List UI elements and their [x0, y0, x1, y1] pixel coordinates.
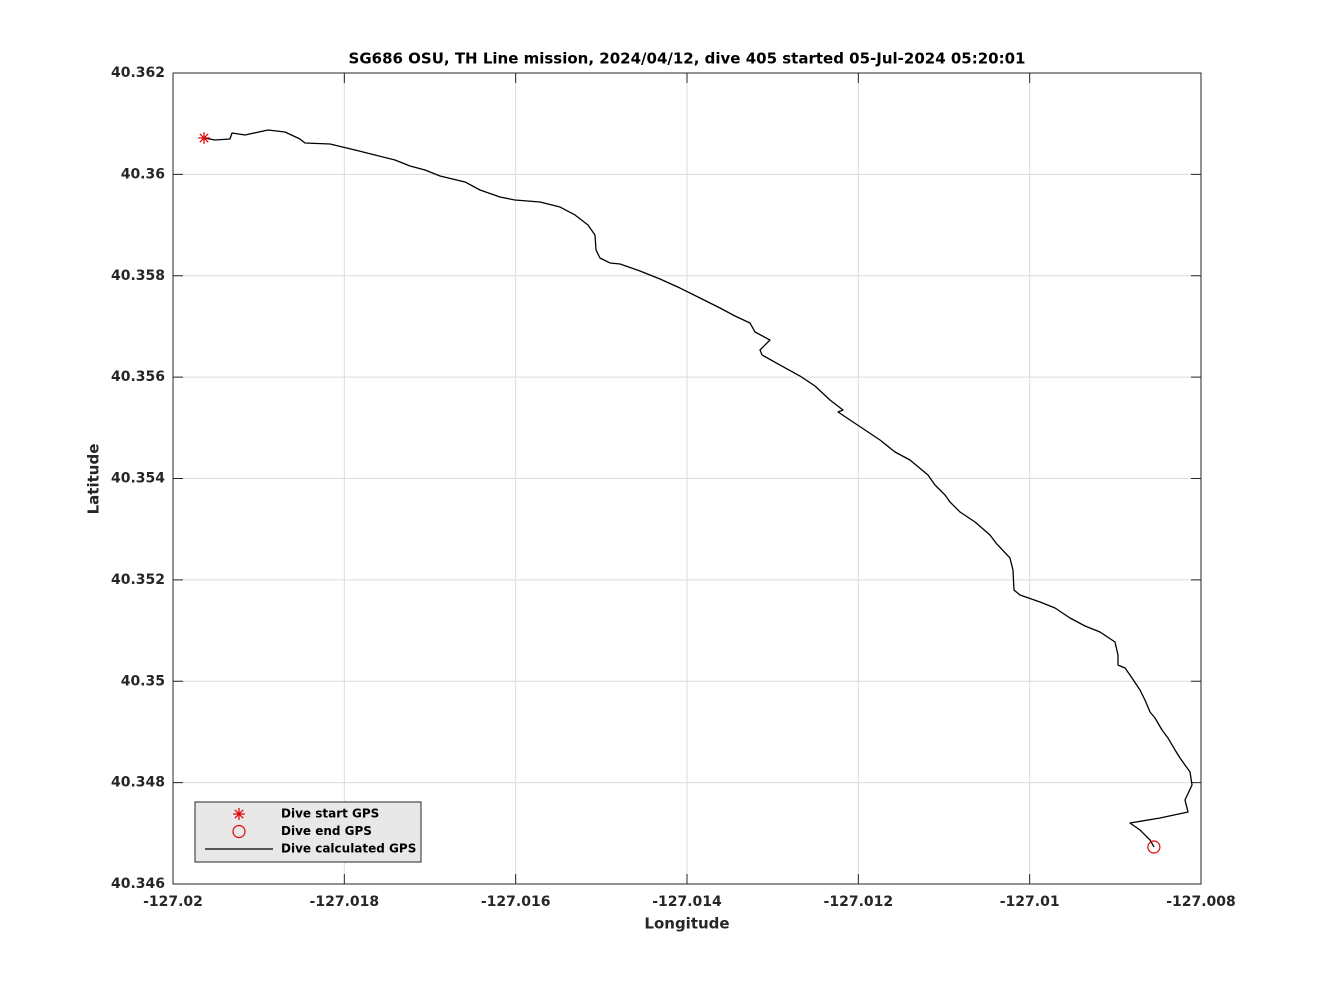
x-tick-label: -127.012: [824, 894, 894, 910]
x-axis-label: Longitude: [644, 915, 729, 933]
marker: [232, 824, 246, 839]
marker: [198, 131, 211, 144]
y-tick-label: 40.348: [111, 775, 165, 791]
legend-label: Dive end GPS: [281, 824, 372, 838]
plot-frame: [172, 72, 1202, 885]
y-axis-label: Latitude: [85, 444, 103, 515]
legend-label: Dive start GPS: [281, 807, 379, 821]
x-tick-label: -127.008: [1166, 894, 1236, 910]
x-tick-label: -127.01: [1000, 894, 1060, 910]
marker-stroke: [199, 133, 209, 143]
y-tick-label: 40.36: [121, 166, 165, 182]
y-tick-label: 40.352: [111, 572, 165, 588]
x-tick-label: -127.016: [481, 894, 551, 910]
x-tick-label: -127.02: [143, 894, 203, 910]
x-tick-label: -127.018: [310, 894, 380, 910]
y-tick-label: 40.354: [111, 471, 165, 487]
marker-stroke: [234, 809, 244, 819]
y-tick-label: 40.358: [111, 268, 165, 284]
marker: [233, 808, 245, 820]
y-tick-label: 40.346: [111, 876, 165, 892]
y-tick-label: 40.35: [121, 673, 165, 689]
y-tick-label: 40.362: [111, 65, 165, 81]
legend-label: Dive calculated GPS: [281, 842, 416, 856]
y-tick-label: 40.356: [111, 369, 165, 385]
x-tick-label: -127.014: [652, 894, 722, 910]
chart-title: SG686 OSU, TH Line mission, 2024/04/12, …: [349, 50, 1026, 68]
legend: Dive start GPS Dive end GPS Dive calculate…: [194, 801, 422, 863]
track-line: [203, 129, 1193, 848]
marker: [1147, 840, 1161, 854]
